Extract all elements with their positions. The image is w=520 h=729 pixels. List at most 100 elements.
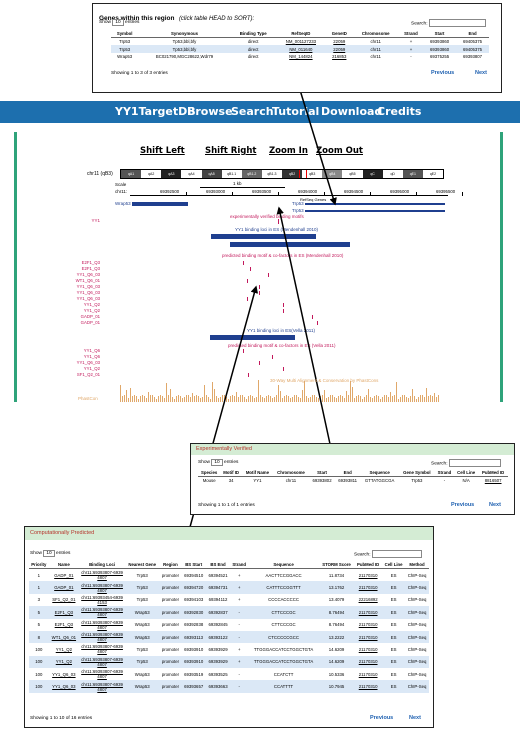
cell-link[interactable]: 21170310	[358, 634, 378, 640]
chromosome-band[interactable]: qA2	[141, 170, 162, 178]
motif-mark[interactable]	[317, 321, 318, 325]
column-header[interactable]: RefSeqID	[275, 30, 326, 38]
cell-link[interactable]: chr11:69393807-69394807	[81, 570, 123, 581]
chromosome-band[interactable]: qB1.2	[241, 170, 262, 178]
cell-link[interactable]: chr11:69393807-69394807	[81, 632, 123, 643]
motif-mark[interactable]	[243, 261, 244, 265]
cell-link[interactable]: YY1_Q6_03	[52, 684, 76, 690]
column-header[interactable]: Motif Name	[242, 469, 273, 477]
nav-tutorial[interactable]: Tutorial	[272, 105, 320, 118]
nav-browse[interactable]: Browse	[187, 105, 233, 118]
nav-credits[interactable]: Credits	[377, 105, 422, 118]
column-header[interactable]: Cell Line	[382, 561, 406, 569]
cell-link[interactable]: GADP_01	[54, 585, 74, 591]
column-header[interactable]: STORM Score	[318, 561, 355, 569]
column-header[interactable]: Nearest Gene	[125, 561, 160, 569]
cell-link[interactable]: chr11:69393807-69394807	[81, 681, 123, 692]
cell-link[interactable]: 22216892	[358, 597, 378, 603]
column-header[interactable]: End	[456, 30, 489, 38]
column-header[interactable]: Priority	[29, 561, 49, 569]
chromosome-band[interactable]: qB5	[342, 170, 363, 178]
brand-link[interactable]: YY1TargetDB	[115, 105, 196, 118]
entries-select[interactable]: 10	[43, 550, 55, 557]
cell-link[interactable]: chr11:69393807-69394807	[81, 582, 123, 593]
chromosome-band[interactable]: qB1.3	[261, 170, 282, 178]
cell-link[interactable]: YY1_Q6_03	[52, 671, 76, 677]
motif-mark[interactable]	[248, 373, 249, 377]
next-button[interactable]: Next	[409, 715, 421, 721]
cell-link[interactable]: 21170310	[358, 671, 378, 677]
binding-locus-bar[interactable]	[211, 234, 316, 239]
motif-mark[interactable]	[247, 279, 248, 283]
shift-right-button[interactable]: Shift Right	[205, 146, 257, 156]
column-header[interactable]: Sequence	[248, 561, 319, 569]
motif-mark[interactable]	[259, 285, 260, 289]
column-header[interactable]: Symbol	[111, 30, 139, 38]
cell-link[interactable]: NM_011640	[289, 46, 313, 52]
nav-search[interactable]: Search	[231, 105, 274, 118]
motif-mark[interactable]	[312, 315, 313, 319]
motif-mark[interactable]	[283, 367, 284, 371]
cell-link[interactable]: chr11:69393807-69394807	[81, 607, 123, 618]
column-header[interactable]: Start	[309, 469, 335, 477]
search-input[interactable]	[371, 550, 422, 558]
cell-link[interactable]: chr11:69393807-69394807	[81, 669, 123, 680]
motif-mark[interactable]	[243, 349, 244, 353]
cell-link[interactable]: 22059	[333, 39, 346, 45]
cell-link[interactable]: chr11:69393807-69394807	[81, 644, 123, 655]
column-header[interactable]: Chromosome	[352, 30, 399, 38]
gene-wrap53-track[interactable]	[132, 202, 188, 206]
cell-link[interactable]: 21170310	[358, 609, 378, 615]
chromosome-band[interactable]: qB2	[282, 170, 303, 178]
chromosome-band[interactable]: qA5	[201, 170, 222, 178]
gene-trp53-track-2[interactable]	[305, 210, 445, 212]
cell-link[interactable]: YY1_Q2	[55, 646, 72, 652]
gene-trp53-track-1[interactable]	[305, 203, 445, 205]
chromosome-band[interactable]: qD	[382, 170, 403, 178]
column-header[interactable]: Strand	[434, 469, 454, 477]
previous-button[interactable]: Previous	[451, 502, 475, 508]
column-header[interactable]: Name	[48, 561, 80, 569]
chromosome-band[interactable]: qA3	[161, 170, 182, 178]
column-header[interactable]: Start	[423, 30, 457, 38]
column-header[interactable]: Strand	[230, 561, 249, 569]
chromosome-band[interactable]: qC	[362, 170, 383, 178]
column-header[interactable]: Motif ID	[220, 469, 243, 477]
chromosome-band[interactable]: qB1.1	[221, 170, 242, 178]
column-header[interactable]: Sequence	[360, 469, 399, 477]
column-header[interactable]: Gene Symbol	[398, 469, 435, 477]
search-input[interactable]	[428, 19, 486, 27]
binding-locus-bar[interactable]	[230, 242, 350, 247]
cell-link[interactable]: NM_144824	[289, 53, 313, 59]
motif-mark[interactable]	[283, 309, 284, 313]
motif-mark[interactable]	[250, 267, 251, 271]
cell-link[interactable]: 21170310	[358, 659, 378, 665]
column-header[interactable]: BS Start	[181, 561, 206, 569]
column-header[interactable]: PubMed ID	[354, 561, 383, 569]
motif-mark[interactable]	[272, 355, 273, 359]
column-header[interactable]: GeneID	[326, 30, 353, 38]
column-header[interactable]: PubMed ID	[478, 469, 508, 477]
binding-locus-bar[interactable]	[210, 335, 295, 340]
column-header[interactable]: Synonymous	[138, 30, 231, 38]
next-button[interactable]: Next	[475, 70, 487, 76]
cell-link[interactable]: E2F1_Q3	[54, 609, 74, 615]
column-header[interactable]: Species	[198, 469, 221, 477]
search-input[interactable]	[448, 459, 501, 467]
chromosome-band[interactable]: qE2	[422, 170, 443, 178]
motif-mark[interactable]	[259, 361, 260, 365]
exp-motif-mark[interactable]	[278, 219, 279, 224]
previous-button[interactable]: Previous	[370, 715, 394, 721]
chromosome-band[interactable]: qA4	[181, 170, 202, 178]
column-header[interactable]: Region	[159, 561, 182, 569]
cell-link[interactable]: NM_001127233	[285, 39, 316, 45]
column-header[interactable]: Method	[405, 561, 429, 569]
cell-link[interactable]: 216853	[332, 53, 347, 59]
cell-link[interactable]: chr11:69393807-69394807	[81, 619, 123, 630]
column-header[interactable]: Strand	[398, 30, 424, 38]
shift-left-button[interactable]: Shift Left	[140, 146, 185, 156]
column-header[interactable]: Binding Type	[230, 30, 276, 38]
chromosome-band[interactable]: qB4	[322, 170, 343, 178]
cell-link[interactable]: 21170310	[358, 684, 378, 690]
cell-link[interactable]: E2F1_Q3	[54, 622, 74, 628]
